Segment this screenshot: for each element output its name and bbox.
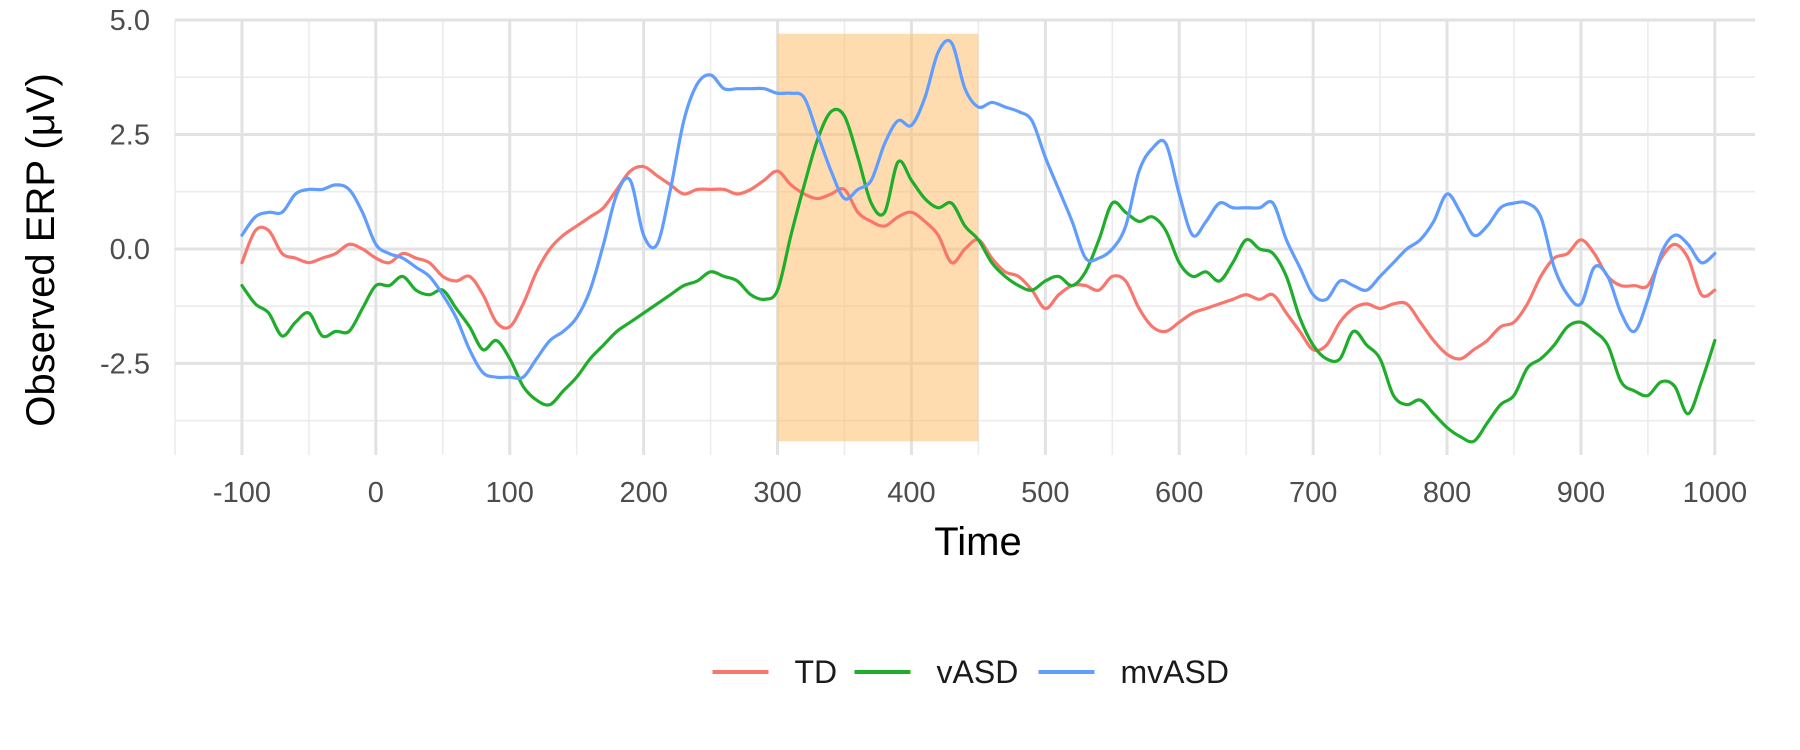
y-tick-label: -2.5 — [100, 348, 150, 380]
x-tick-label: 700 — [1289, 477, 1337, 509]
x-tick-label: 500 — [1021, 477, 1069, 509]
y-tick-labels: -2.5 0.0 2.5 5.0 — [100, 5, 150, 380]
legend-item-vasd: vASD — [854, 654, 1019, 690]
x-axis-title: Time — [934, 520, 1021, 564]
legend-label-td: TD — [795, 654, 838, 690]
x-tick-label: 200 — [619, 477, 667, 509]
legend-label-vasd: vASD — [937, 654, 1019, 690]
y-tick-label: 5.0 — [110, 5, 150, 37]
y-axis-title: Observed ERP (μV) — [19, 73, 63, 427]
x-tick-label: 0 — [368, 477, 384, 509]
x-tick-label: 1000 — [1683, 477, 1748, 509]
y-tick-label: 2.5 — [110, 119, 150, 151]
x-tick-label: -100 — [213, 477, 271, 509]
legend: TD vASD mvASD — [712, 654, 1229, 690]
x-tick-label: 900 — [1557, 477, 1605, 509]
x-tick-labels: -100 0 100 200 300 400 500 600 700 800 900 1000 — [213, 477, 1747, 509]
x-tick-label: 600 — [1155, 477, 1203, 509]
highlight-band-layer — [777, 33, 979, 442]
x-tick-label: 400 — [887, 477, 935, 509]
series-line-vasd — [240, 107, 1717, 444]
legend-item-td: TD — [712, 654, 838, 690]
x-tick-label: 800 — [1423, 477, 1471, 509]
legend-item-mvasd: mvASD — [1038, 654, 1229, 690]
series-line-mvasd — [240, 38, 1717, 381]
highlight-band — [777, 33, 979, 442]
y-tick-label: 0.0 — [110, 234, 150, 266]
legend-label-mvasd: mvASD — [1121, 654, 1229, 690]
x-tick-label: 300 — [753, 477, 801, 509]
series-layer — [240, 38, 1717, 444]
x-tick-label: 100 — [486, 477, 534, 509]
